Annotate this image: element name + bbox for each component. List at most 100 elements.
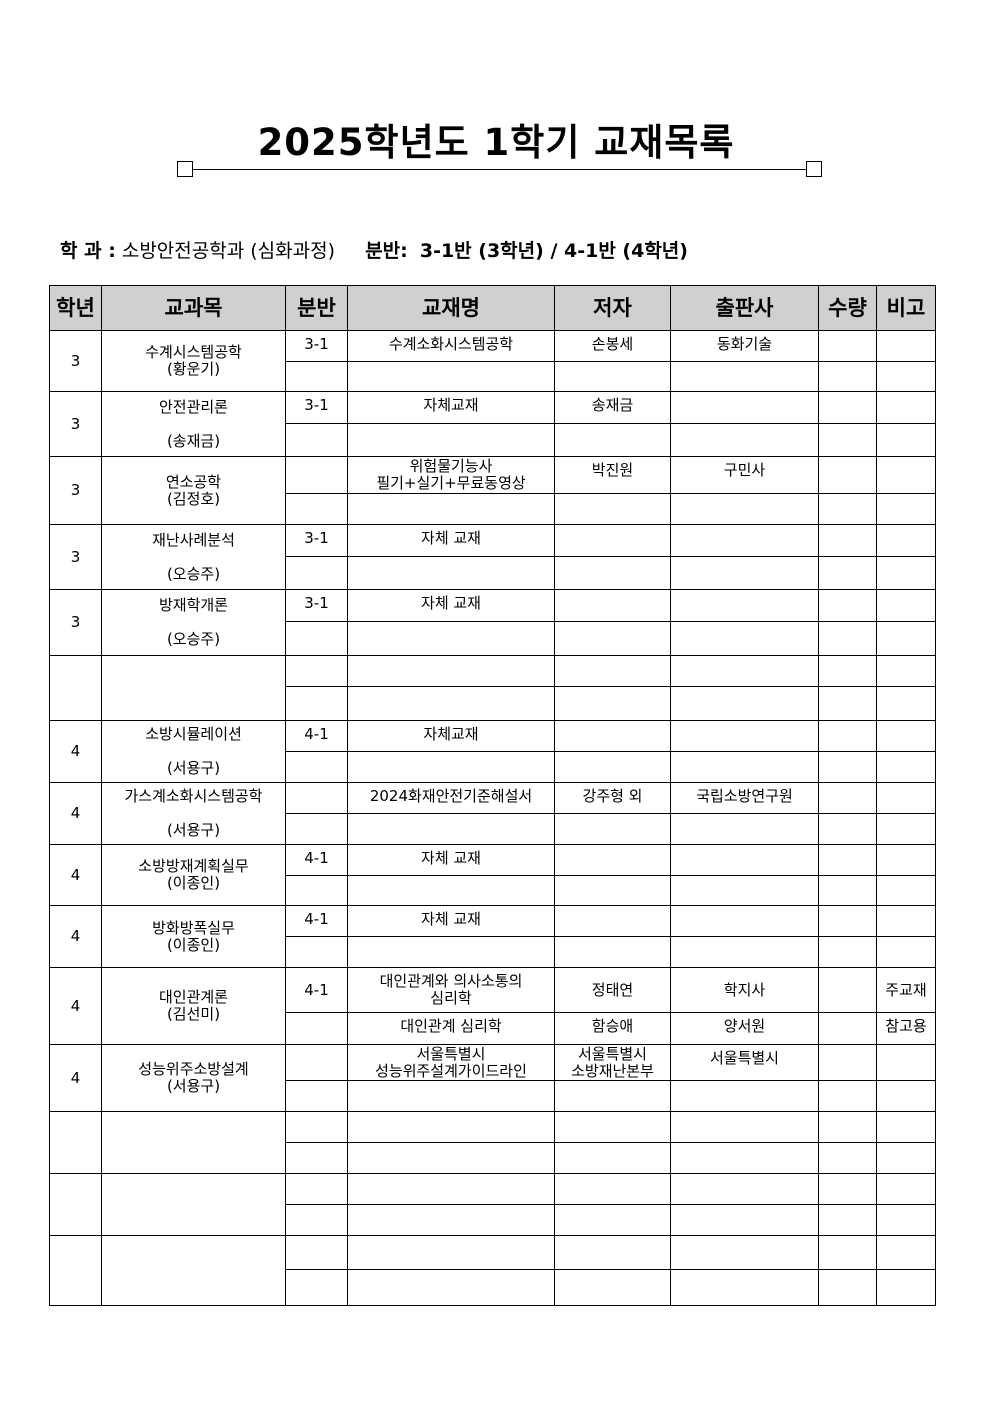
author-cell [554,844,671,876]
class-cell [285,813,348,845]
author-cell [554,361,671,392]
table-row [50,751,936,783]
note-cell [876,1111,936,1143]
author-cell [554,813,671,845]
class-cell: 4-1 [285,967,348,1013]
author-cell [554,589,671,622]
note-cell [876,936,936,968]
publisher-cell [670,813,819,845]
textbook-cell: 자체 교재 [347,524,555,557]
textbook-cell: 자체 교재 [347,844,555,876]
note-cell [876,1235,936,1270]
textbook-cell [347,493,555,525]
class-cell: 4-1 [285,720,348,752]
header-row: 학년 교과목 분반 교재명 저자 출판사 수량 비고 [49,285,936,331]
header-publisher: 출판사 [670,285,819,331]
grade-cell: 4 [49,967,102,1045]
department-value: 소방안전공학과 (심화과정) [121,240,335,262]
class-cell [285,686,348,721]
quantity-cell [818,751,877,783]
author-cell: 강주형 외 [554,782,671,814]
table-row: 3 안전관리론 (송재금) 3-1 자체교재 송재금 [49,391,936,457]
note-cell [876,1173,936,1205]
course-cell [101,1173,286,1236]
publisher-cell [670,524,819,557]
quantity-cell [818,621,877,656]
note-cell [876,391,936,424]
class-cell: 3-1 [285,524,348,557]
grade-cell: 4 [49,782,102,845]
grade-cell [49,1111,102,1174]
note-cell: 주교재 [876,967,936,1013]
textbook-cell [347,875,555,906]
header-quantity: 수량 [818,285,877,331]
textbook-cell [347,1142,555,1174]
header-class: 분반 [285,285,348,331]
textbook-cell [347,1204,555,1236]
course-cell [101,1111,286,1174]
note-cell [876,556,936,590]
quantity-cell [818,330,877,362]
course-cell: 방화방폭실무 (이종인) [101,905,286,968]
table-row [49,1173,936,1236]
table-row [50,1142,936,1174]
underline-end-right [806,161,822,177]
author-cell: 함승애 [554,1012,671,1045]
textbook-cell: 위험물기능사 필기+실기+무료동영상 [347,456,555,494]
table-row: 4 소방시뮬레이션 (서용구) 4-1 자체교재 [49,720,936,783]
textbook-cell [347,751,555,783]
grade-cell: 3 [49,330,102,392]
header-note: 비고 [876,285,936,331]
note-cell [876,361,936,392]
textbook-cell: 자체 교재 [347,905,555,937]
table-row: 4 성능위주소방설계 (서용구) 서울특별시 성능위주설계가이드라인 서울특별시 소방… [49,1044,936,1112]
quantity-cell [818,1235,877,1270]
quantity-cell [818,1142,877,1174]
quantity-cell [818,967,877,1013]
class-cell [285,875,348,906]
course-cell: 가스계소화시스템공학 (서용구) [101,782,286,845]
class-cell [285,936,348,968]
class-cell [285,1204,348,1236]
publisher-cell [670,556,819,590]
course-cell: 성능위주소방설계 (서용구) [101,1044,286,1112]
textbook-cell: 대인관계 심리학 [347,1012,555,1045]
quantity-cell [818,655,877,687]
quantity-cell [818,1173,877,1205]
author-cell [554,423,671,457]
note-cell [876,875,936,906]
textbook-cell [347,1173,555,1205]
quantity-cell [818,813,877,845]
header-grade: 학년 [49,285,102,331]
class-cell: 4-1 [285,905,348,937]
header-textbook: 교재명 [347,285,555,331]
author-cell [554,686,671,721]
course-cell [101,655,286,721]
note-cell [876,751,936,783]
author-cell: 박진원 [554,456,671,494]
grade-cell: 4 [49,720,102,783]
textbook-cell: 대인관계와 의사소통의 심리학 [347,967,555,1013]
textbook-cell [347,556,555,590]
class-cell [285,1080,348,1112]
textbook-cell: 자체 교재 [347,589,555,622]
quantity-cell [818,1080,877,1112]
textbook-cell [347,936,555,968]
quantity-cell [818,720,877,752]
class-cell [285,456,348,494]
grade-cell [49,1173,102,1236]
note-cell [876,782,936,814]
header-course: 교과목 [101,285,286,331]
class-cell [285,1012,348,1045]
textbook-cell [347,621,555,656]
note-cell [876,493,936,525]
grade-cell: 4 [49,1044,102,1112]
quantity-cell [818,423,877,457]
note-cell [876,589,936,622]
publisher-cell [670,1235,819,1270]
author-cell [554,936,671,968]
textbook-cell: 자체교재 [347,391,555,424]
note-cell [876,655,936,687]
table-row: 4 방화방폭실무 (이종인) 4-1 자체 교재 [49,905,936,968]
note-cell [876,813,936,845]
